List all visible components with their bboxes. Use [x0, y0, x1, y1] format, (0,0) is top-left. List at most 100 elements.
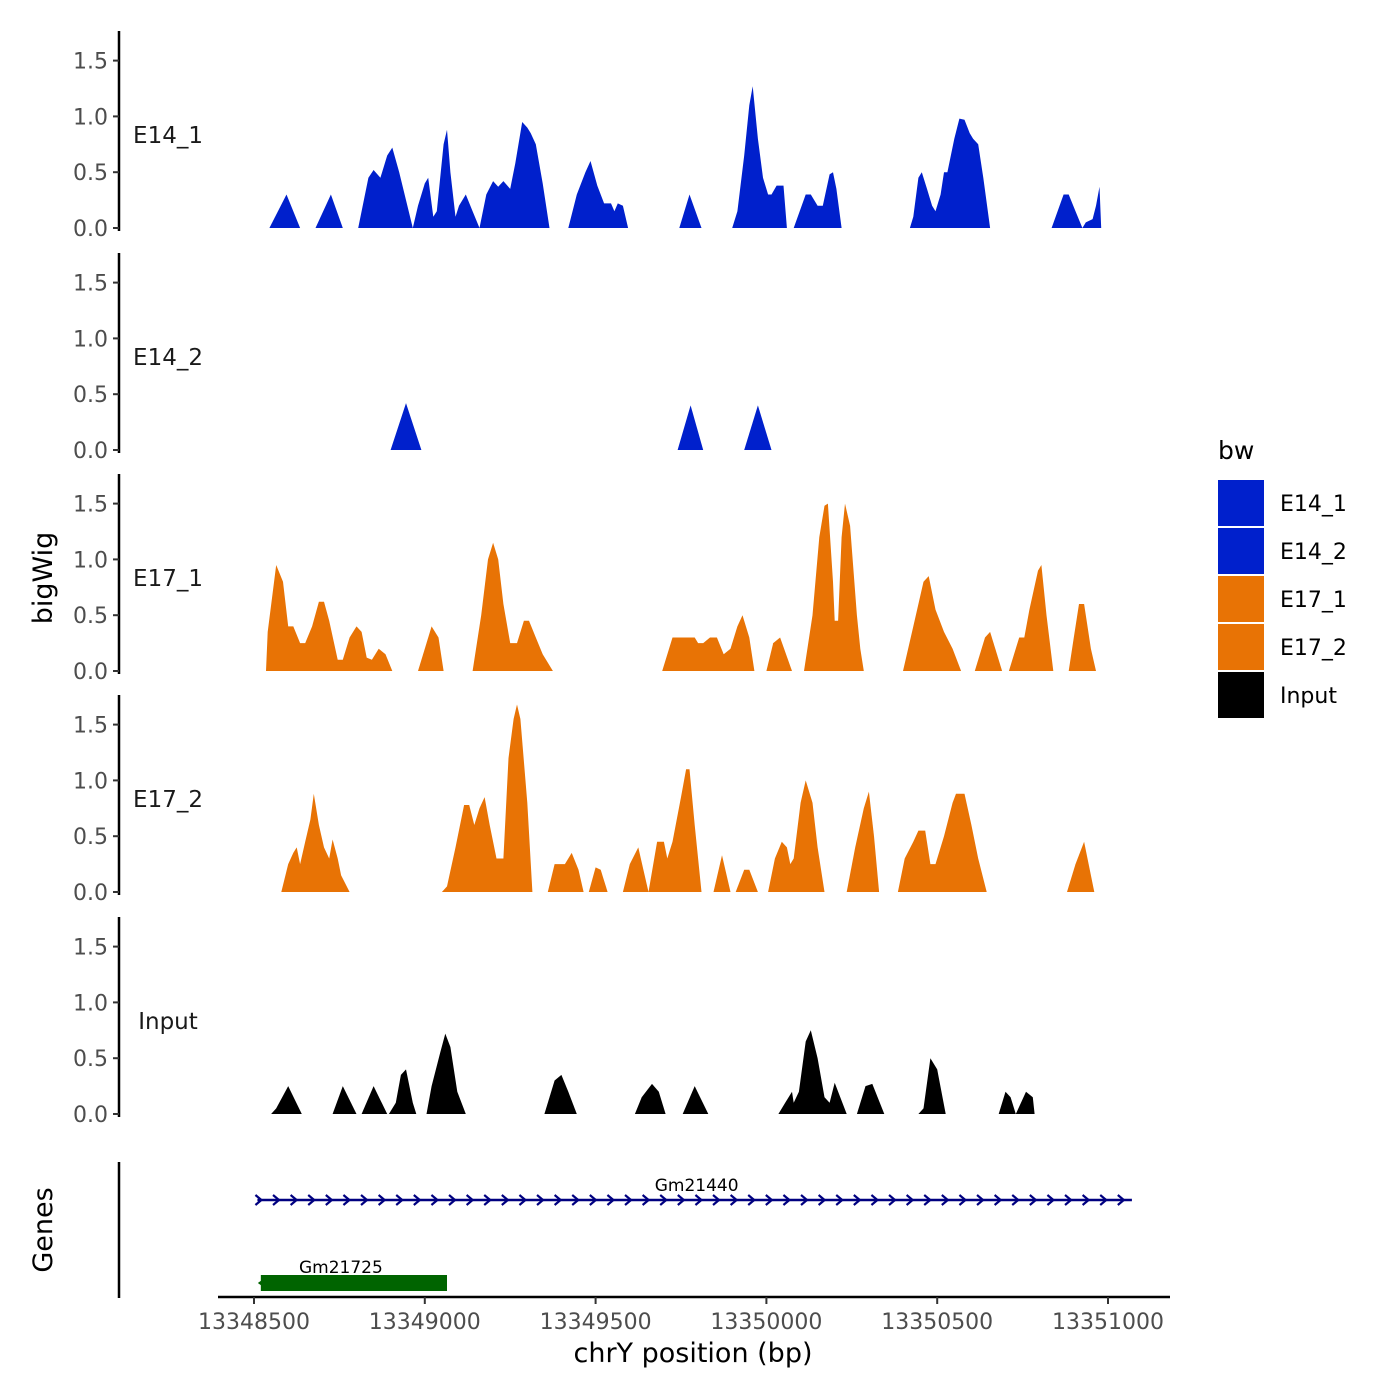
legend-label: E17_1	[1280, 588, 1347, 613]
coverage-peak	[1067, 841, 1095, 892]
coverage-peak	[793, 172, 842, 228]
coverage-peak	[358, 122, 550, 228]
legend-swatch	[1218, 624, 1264, 670]
gene-label: Gm21440	[655, 1176, 739, 1196]
strand-arrow	[257, 1278, 265, 1288]
strand-arrow	[342, 1194, 352, 1206]
legend-label: E17_2	[1280, 636, 1347, 661]
strand-arrow	[518, 1194, 528, 1206]
coverage-peak	[361, 1086, 388, 1114]
strand-arrow	[958, 1194, 968, 1206]
coverage-peak	[768, 780, 825, 892]
x-axis: 13348500 13349000 13349500 13350000 13350500…	[198, 1295, 1170, 1335]
coverage-peak	[662, 615, 755, 671]
coverage-peak	[472, 542, 553, 671]
legend-item-Input: Input	[1218, 672, 1337, 718]
strand-arrow	[325, 1194, 334, 1206]
gene-Gm21440: Gm21440	[254, 1176, 1132, 1206]
legend-label: Input	[1280, 684, 1337, 709]
coverage-peak	[281, 793, 350, 892]
track-label-E14_2: E14_2	[133, 345, 203, 371]
legend-swatch	[1218, 672, 1264, 718]
y-tick-label: 1.0	[73, 769, 108, 794]
strand-arrow	[465, 1194, 475, 1206]
strand-arrow	[905, 1194, 915, 1206]
y-tick-label: 0.5	[73, 161, 108, 186]
y-axis-title: bigWig	[28, 532, 59, 625]
genes-axis-title: Genes	[28, 1187, 59, 1272]
strand-arrow	[993, 1194, 1003, 1206]
strand-arrow	[765, 1194, 774, 1206]
coverage-peak	[846, 791, 880, 892]
legend-item-E17_1: E17_1	[1218, 576, 1347, 622]
coverage-peak	[766, 637, 792, 671]
y-tick-label: 0.5	[73, 604, 108, 629]
coverage-peak	[1068, 604, 1096, 671]
y-tick-label: 0.0	[73, 881, 108, 906]
x-tick-label: 13350000	[710, 1310, 822, 1335]
y-tick-label: 0.0	[73, 660, 108, 685]
coverage-peak	[426, 1033, 466, 1114]
coverage-peak	[269, 194, 301, 228]
x-tick-label: 13350500	[881, 1310, 993, 1335]
strand-arrow	[641, 1194, 651, 1206]
strand-arrow	[1099, 1194, 1108, 1206]
coverage-peak	[713, 855, 731, 892]
gene-Gm21725: Gm21725	[257, 1258, 448, 1291]
legend-label: E14_2	[1280, 540, 1347, 565]
strand-arrow	[659, 1194, 668, 1206]
y-tick-label: 0.0	[73, 1103, 108, 1128]
legend-label: E14_1	[1280, 492, 1347, 517]
coverage-peak	[679, 194, 702, 228]
y-tick-label: 1.0	[73, 105, 108, 130]
track-label-Input: Input	[138, 1009, 198, 1035]
gene-body-block	[260, 1275, 448, 1291]
coverage-peak	[568, 161, 629, 228]
strand-arrow	[712, 1194, 721, 1206]
coverage-peak	[388, 1069, 417, 1114]
strand-arrow	[377, 1194, 387, 1206]
x-tick-label: 13349000	[369, 1310, 481, 1335]
coverage-peak	[677, 405, 704, 450]
x-axis-title: chrY position (bp)	[573, 1338, 812, 1369]
y-tick-label: 1.5	[73, 272, 108, 297]
legend: bw E14_1 E14_2 E17_1 E17_2 Input	[1218, 436, 1347, 718]
strand-arrow	[360, 1194, 369, 1206]
y-tick-label: 1.0	[73, 327, 108, 352]
track-Input: 0.0 0.5 1.0 1.5 Input	[73, 917, 1035, 1128]
coverage-peak	[271, 1086, 302, 1114]
strand-arrow	[923, 1194, 932, 1206]
strand-arrow	[1064, 1194, 1073, 1206]
y-tick-label: 0.5	[73, 383, 108, 408]
x-tick-label: 13349500	[540, 1310, 652, 1335]
strand-arrow	[571, 1194, 580, 1206]
coverage-peak	[390, 403, 422, 450]
strand-arrow	[272, 1194, 281, 1206]
track-label-E17_1: E17_1	[133, 566, 203, 592]
strand-arrow	[413, 1194, 422, 1206]
strand-arrow	[1046, 1194, 1056, 1206]
coverage-peak	[547, 852, 584, 892]
strand-arrow	[976, 1194, 985, 1206]
strand-arrow	[677, 1194, 686, 1206]
track-E14_1: 0.0 0.5 1.0 1.5 E14_1	[73, 31, 1102, 242]
coverage-peak	[588, 867, 608, 892]
y-tick-label: 0.0	[73, 217, 108, 242]
track-E14_2: 0.0 0.5 1.0 1.5 E14_2	[73, 253, 772, 464]
coverage-peak	[909, 118, 991, 228]
strand-arrow	[870, 1194, 880, 1206]
coverage-peak	[918, 1058, 946, 1114]
coverage-peak	[804, 503, 864, 671]
strand-arrow	[1117, 1194, 1126, 1206]
strand-arrow	[624, 1194, 633, 1206]
strand-arrow	[729, 1194, 739, 1206]
track-E17_2: 0.0 0.5 1.0 1.5 E17_2	[73, 695, 1095, 906]
coverage-peak	[1051, 186, 1102, 228]
strand-arrow	[1029, 1194, 1038, 1206]
coverage-peak	[856, 1083, 885, 1114]
strand-arrow	[501, 1194, 510, 1206]
coverage-peak	[903, 576, 962, 671]
coverage-peak	[897, 793, 987, 892]
coverage-peak	[418, 626, 444, 671]
